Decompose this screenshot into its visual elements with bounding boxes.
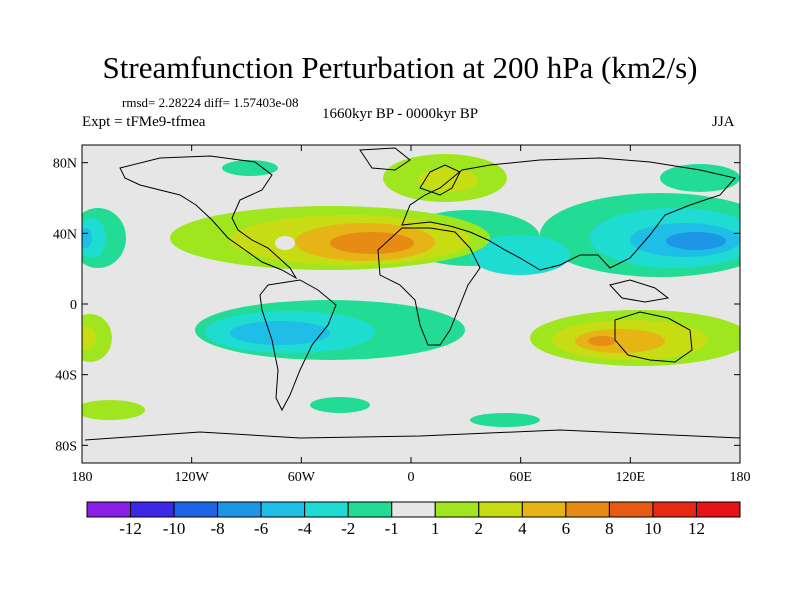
x-tick-label: 120E xyxy=(616,470,646,485)
period-text: 1660kyr BP - 0000kyr BP xyxy=(322,106,479,122)
contour-region xyxy=(82,218,106,258)
colorbar-label: -1 xyxy=(385,519,399,538)
scandinavia-outline xyxy=(419,164,461,196)
contour-region xyxy=(588,336,616,346)
contour-region xyxy=(470,413,540,427)
colorbar-label: 10 xyxy=(644,519,661,538)
colorbar-swatch xyxy=(434,501,480,518)
stats-text: rmsd= 2.28224 diff= 1.57403e-08 xyxy=(122,95,299,110)
colorbar-label: 1 xyxy=(431,519,440,538)
y-tick-label: 40S xyxy=(55,369,77,384)
contour-region xyxy=(222,160,278,176)
colorbar: -12 -10 -8 -6 -4 -2 -1 1 2 4 6 8 10 12 xyxy=(86,501,741,538)
contour-region xyxy=(310,397,370,413)
x-tick-label: 180 xyxy=(72,470,93,485)
africa-outline xyxy=(377,227,481,346)
y-tick-label: 80S xyxy=(55,439,77,454)
colorbar-label: -6 xyxy=(254,519,268,538)
colorbar-label: 2 xyxy=(475,519,484,538)
contour-region xyxy=(470,235,570,275)
colorbar-label: -8 xyxy=(211,519,225,538)
antarctica-outline xyxy=(84,429,740,441)
colorbar-label: 6 xyxy=(562,519,571,538)
south-america-outline xyxy=(259,279,337,412)
colorbar-swatch xyxy=(521,501,567,518)
x-tick-label: 120W xyxy=(175,470,210,485)
greenland-outline xyxy=(359,147,411,171)
colorbar-label: 4 xyxy=(518,519,527,538)
colorbar-swatch xyxy=(173,501,219,518)
contour-region xyxy=(82,400,145,420)
contour-region xyxy=(575,329,665,353)
colorbar-label: 12 xyxy=(688,519,705,538)
indonesia-outline xyxy=(609,279,670,303)
colorbar-swatch xyxy=(391,501,436,518)
colorbar-swatch xyxy=(608,501,654,518)
x-axis: 180 120W 60W 0 60E 120E 180 xyxy=(72,145,751,485)
colorbar-swatch xyxy=(260,501,306,518)
colorbar-swatch xyxy=(304,501,349,518)
australia-outline xyxy=(614,311,693,363)
colorbar-label: -12 xyxy=(119,519,142,538)
colorbar-swatch xyxy=(695,501,741,518)
contour-region xyxy=(230,321,330,345)
colorbar-swatch xyxy=(347,501,393,518)
colorbar-label: -2 xyxy=(341,519,355,538)
colorbar-label: 8 xyxy=(605,519,614,538)
season-text: JJA xyxy=(712,114,735,130)
experiment-text: Expt = tFMe9-tfmea xyxy=(82,114,206,130)
colorbar-swatch xyxy=(478,501,523,518)
x-tick-label: 60E xyxy=(509,470,532,485)
north-america-outline xyxy=(119,155,298,280)
eurasia-outline xyxy=(401,157,736,271)
y-tick-label: 80N xyxy=(53,157,77,172)
x-tick-label: 0 xyxy=(408,470,415,485)
coastlines xyxy=(84,147,740,441)
colorbar-swatch xyxy=(130,501,175,518)
contour-region xyxy=(418,168,478,192)
x-tick-label: 60W xyxy=(288,470,316,485)
colorbar-swatch xyxy=(217,501,262,518)
contour-region xyxy=(82,326,96,350)
contour-region xyxy=(666,232,726,250)
contour-fill-layer xyxy=(82,154,740,427)
colorbar-label: -10 xyxy=(163,519,186,538)
contour-region xyxy=(660,164,740,192)
y-tick-label: 40N xyxy=(53,227,77,242)
colorbar-label: -4 xyxy=(298,519,313,538)
colorbar-swatch xyxy=(565,501,610,518)
colorbar-swatch xyxy=(86,501,132,518)
x-tick-label: 180 xyxy=(730,470,751,485)
contour-region xyxy=(82,314,112,362)
chart-title: Streamfunction Perturbation at 200 hPa (… xyxy=(102,50,698,85)
colorbar-swatch xyxy=(652,501,697,518)
contour-region xyxy=(330,232,414,254)
y-axis: 80N 40N 0 40S 80S xyxy=(53,157,740,454)
contour-region xyxy=(275,236,295,250)
y-tick-label: 0 xyxy=(70,298,77,313)
